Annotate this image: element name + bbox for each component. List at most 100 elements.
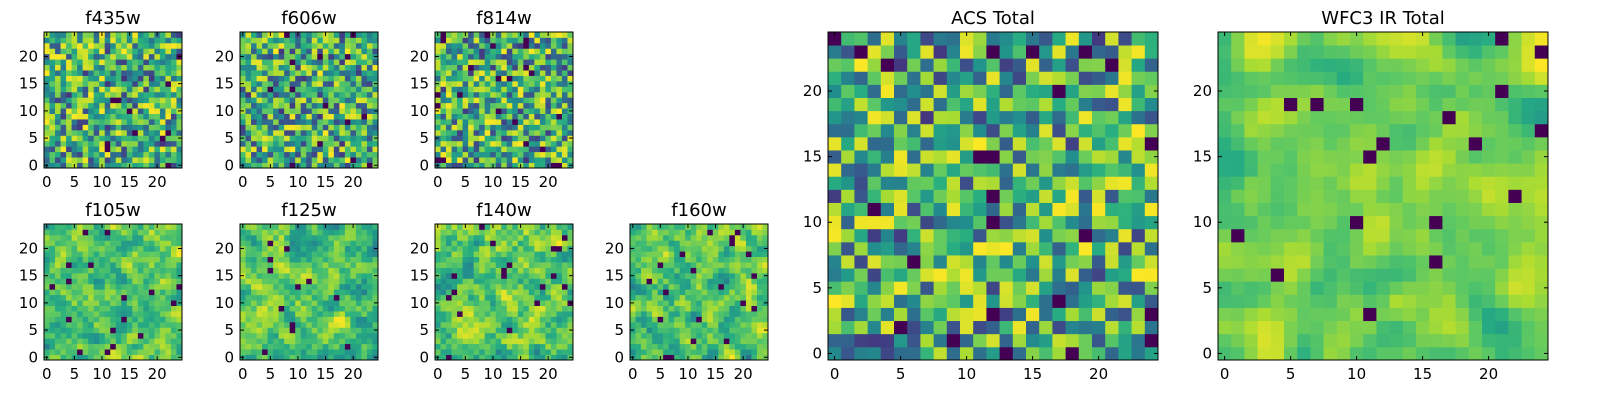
heatmap-cell [462, 332, 469, 339]
heatmap-cell [273, 59, 280, 66]
heatmap-cell [479, 267, 486, 274]
heatmap-cell [126, 135, 133, 142]
heatmap-cell [300, 354, 307, 361]
heatmap-cell [528, 354, 535, 361]
heatmap-cell [366, 129, 373, 136]
heatmap-cell [273, 240, 280, 247]
heatmap-cell [311, 300, 318, 306]
heatmap-cell [679, 316, 686, 323]
heatmap-cell [501, 102, 508, 109]
heatmap-cell [854, 320, 868, 335]
heatmap-cell [115, 349, 122, 355]
heatmap-cell [528, 64, 535, 71]
heatmap-cell [44, 97, 50, 104]
heatmap-cell [473, 32, 480, 38]
heatmap-cell [880, 346, 895, 361]
heatmap-cell [567, 256, 574, 263]
heatmap-cell [82, 80, 89, 87]
heatmap-cell [306, 135, 313, 142]
heatmap-cell [245, 80, 252, 87]
heatmap-cell [148, 305, 155, 312]
heatmap-cell [435, 75, 441, 82]
heatmap-cell [159, 119, 166, 125]
heatmap-cell [154, 108, 161, 114]
heatmap-cell [528, 162, 535, 169]
heatmap-cell [446, 300, 452, 306]
heatmap-cell [701, 278, 708, 285]
heatmap-cell [110, 294, 117, 301]
heatmap-cell [745, 283, 752, 290]
heatmap-cell [121, 262, 128, 268]
heatmap-cell [1131, 268, 1146, 282]
heatmap-cell [99, 327, 106, 334]
heatmap-cell [501, 146, 508, 153]
heatmap-cell [289, 300, 296, 306]
heatmap-cell [132, 349, 139, 355]
heatmap-cell [126, 86, 133, 93]
heatmap-cell [328, 354, 335, 361]
heatmap-cell [93, 162, 100, 169]
heatmap-cell [468, 300, 475, 306]
heatmap-cell [435, 267, 441, 274]
heatmap-cell [306, 42, 313, 49]
heatmap-cell [484, 48, 491, 55]
heatmap-cell [284, 113, 291, 120]
heatmap-cell [556, 102, 563, 109]
heatmap-cell [110, 48, 117, 55]
heatmap-cell [256, 59, 263, 66]
heatmap-cell [176, 224, 183, 230]
heatmap-cell [300, 48, 307, 55]
heatmap-cell [99, 53, 106, 60]
heatmap-cell [339, 272, 346, 279]
heatmap-cell [126, 289, 133, 296]
heatmap-cell [273, 162, 280, 169]
heatmap-cell [986, 202, 1000, 217]
heatmap-cell [115, 332, 122, 339]
heatmap-cell [49, 64, 56, 71]
heatmap-cell [701, 251, 708, 258]
heatmap-cell [311, 267, 318, 274]
heatmap-cell [159, 272, 166, 279]
heatmap-cell [473, 151, 480, 158]
heatmap-cell [366, 272, 373, 279]
heatmap-cell [1012, 320, 1027, 335]
heatmap-cell [718, 278, 725, 285]
heatmap-cell [148, 240, 155, 247]
heatmap-cell [82, 151, 89, 158]
heatmap-cell [300, 151, 307, 158]
heatmap-cell [55, 311, 61, 317]
heatmap-cell [322, 283, 329, 290]
heatmap-cells [240, 32, 379, 169]
heatmap-cell [333, 354, 340, 361]
heatmap-cell [240, 64, 246, 71]
heatmap-cell [132, 37, 139, 44]
heatmap-cell [284, 245, 291, 252]
heatmap-cell [66, 129, 72, 136]
heatmap-cell [740, 343, 747, 350]
heatmap-cell [556, 224, 563, 230]
heatmap-cell [745, 349, 752, 355]
heatmap-cell [240, 251, 246, 258]
heatmap-cell [479, 305, 486, 312]
heatmap-cell [262, 75, 268, 82]
heatmap-cell [1144, 163, 1159, 177]
heatmap-cell [245, 70, 252, 76]
heatmap-cell [104, 283, 111, 290]
heatmap-cell [960, 176, 974, 190]
heatmap-cell [311, 157, 318, 163]
heatmap-cell [556, 234, 563, 241]
heatmap-cell [751, 305, 758, 312]
heatmap-cell [278, 267, 285, 274]
heatmap-cell [251, 245, 257, 252]
heatmap-cell [55, 316, 61, 323]
heatmap-cell [630, 229, 636, 236]
heatmap-cell [88, 245, 95, 252]
heatmap-cell [517, 86, 524, 93]
heatmap-cell [685, 267, 692, 274]
heatmap-cell [273, 262, 280, 268]
heatmap-cell [468, 245, 475, 252]
heatmap-cell [740, 321, 747, 328]
heatmap-cell [740, 332, 747, 339]
heatmap-cell [82, 53, 89, 60]
heatmap-cell [159, 278, 166, 285]
